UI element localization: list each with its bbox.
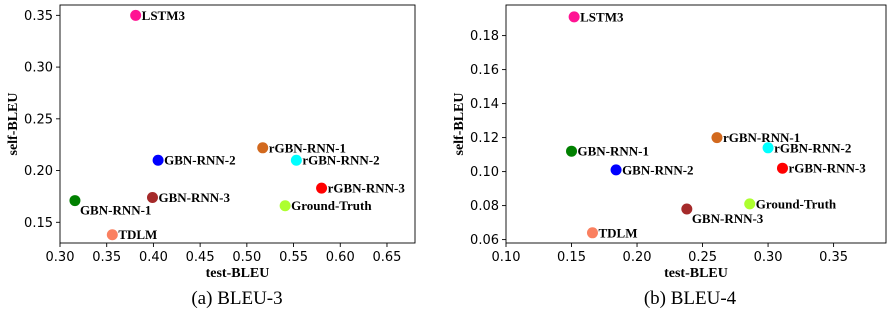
y-axis-label: self-BLEU (6, 93, 21, 156)
figure-caption: (a) BLEU-3 (191, 288, 282, 309)
data-point-gbn-rnn-2 (610, 164, 622, 176)
x-tick-label: 0.10 (492, 250, 521, 265)
data-label-rgbn-rnn-2: rGBN-RNN-2 (774, 140, 851, 155)
y-axis-label: self-BLEU (452, 93, 467, 156)
x-tick-label: 0.30 (46, 250, 75, 265)
data-label-lstm3: LSTM3 (142, 8, 186, 23)
data-label-rgbn-rnn-3: rGBN-RNN-3 (328, 181, 406, 196)
data-point-gbn-rnn-3 (146, 191, 158, 203)
x-axis-label: test-BLEU (206, 266, 270, 281)
y-tick-label: 0.35 (24, 9, 53, 24)
plot-frame (59, 4, 416, 244)
y-tick-label: 0.20 (24, 164, 53, 179)
data-point-rgbn-rnn-3 (776, 162, 788, 174)
data-point-gbn-rnn-1 (69, 195, 81, 207)
x-tick-label: 0.30 (754, 250, 783, 265)
data-point-rgbn-rnn-1 (257, 142, 269, 154)
x-tick-label: 0.35 (819, 250, 848, 265)
x-tick-label: 0.65 (372, 250, 401, 265)
y-tick-label: 0.10 (470, 165, 499, 180)
y-tick-label: 0.30 (24, 61, 53, 76)
data-point-ground-truth (744, 198, 756, 210)
y-tick-label: 0.18 (470, 29, 499, 44)
data-point-lstm3 (130, 9, 142, 21)
x-axis-label: test-BLEU (664, 266, 728, 281)
data-label-lstm3: LSTM3 (580, 9, 624, 24)
y-tick-label: 0.12 (470, 131, 499, 146)
data-point-gbn-rnn-2 (152, 154, 164, 166)
data-point-rgbn-rnn-1 (711, 132, 723, 144)
data-label-rgbn-rnn-1: rGBN-RNN-1 (723, 130, 800, 145)
data-label-gbn-rnn-2: GBN-RNN-2 (164, 153, 236, 168)
data-point-gbn-rnn-3 (681, 203, 693, 215)
x-tick-label: 0.60 (326, 250, 355, 265)
data-point-rgbn-rnn-2 (762, 142, 774, 154)
x-tick-label: 0.25 (688, 250, 717, 265)
data-label-tdlm: TDLM (118, 227, 157, 242)
x-tick-label: 0.35 (92, 250, 121, 265)
data-point-tdlm (586, 227, 598, 239)
data-point-rgbn-rnn-2 (290, 154, 302, 166)
chart-panel-a: 0.30 0.35 0.40 0.45 0.50 0.55 0.60 0.65 0.15 0.20… (6, 4, 416, 309)
y-tick-label: 0.16 (470, 63, 499, 78)
x-tick-label: 0.55 (279, 250, 308, 265)
x-tick-label: 0.45 (186, 250, 215, 265)
data-label-tdlm: TDLM (598, 225, 637, 240)
chart-panel-b: 0.10 0.15 0.20 0.25 0.30 0.35 0.06 0.08 0.10 0.12… (452, 4, 887, 309)
plot-frame (505, 4, 887, 244)
data-point-tdlm (106, 229, 118, 241)
data-label-ground-truth: Ground-Truth (291, 198, 372, 213)
data-point-rgbn-rnn-3 (316, 182, 328, 194)
data-point-lstm3 (568, 11, 580, 23)
x-tick-label: 0.15 (557, 250, 586, 265)
data-point-gbn-rnn-1 (566, 145, 578, 157)
data-label-gbn-rnn-1: GBN-RNN-1 (578, 144, 650, 159)
y-tick-label: 0.08 (470, 199, 499, 214)
data-label-gbn-rnn-1: GBN-RNN-1 (80, 203, 151, 218)
y-tick-label: 0.15 (24, 216, 53, 231)
data-label-ground-truth: Ground-Truth (756, 196, 837, 211)
data-label-rgbn-rnn-3: rGBN-RNN-3 (788, 161, 866, 176)
x-tick-label: 0.50 (232, 250, 261, 265)
y-tick-label: 0.14 (470, 97, 499, 112)
x-tick-label: 0.40 (139, 250, 168, 265)
data-label-gbn-rnn-2: GBN-RNN-2 (622, 162, 694, 177)
data-label-gbn-rnn-3: GBN-RNN-3 (158, 190, 230, 205)
data-label-gbn-rnn-3: GBN-RNN-3 (692, 211, 764, 226)
y-tick-label: 0.06 (470, 233, 499, 248)
x-tick-label: 0.20 (623, 250, 652, 265)
data-point-ground-truth (279, 200, 291, 212)
figure-caption: (b) BLEU-4 (644, 288, 737, 309)
data-label-rgbn-rnn-2: rGBN-RNN-2 (302, 153, 379, 168)
y-tick-label: 0.25 (24, 112, 53, 127)
data-label-rgbn-rnn-1: rGBN-RNN-1 (269, 140, 346, 155)
